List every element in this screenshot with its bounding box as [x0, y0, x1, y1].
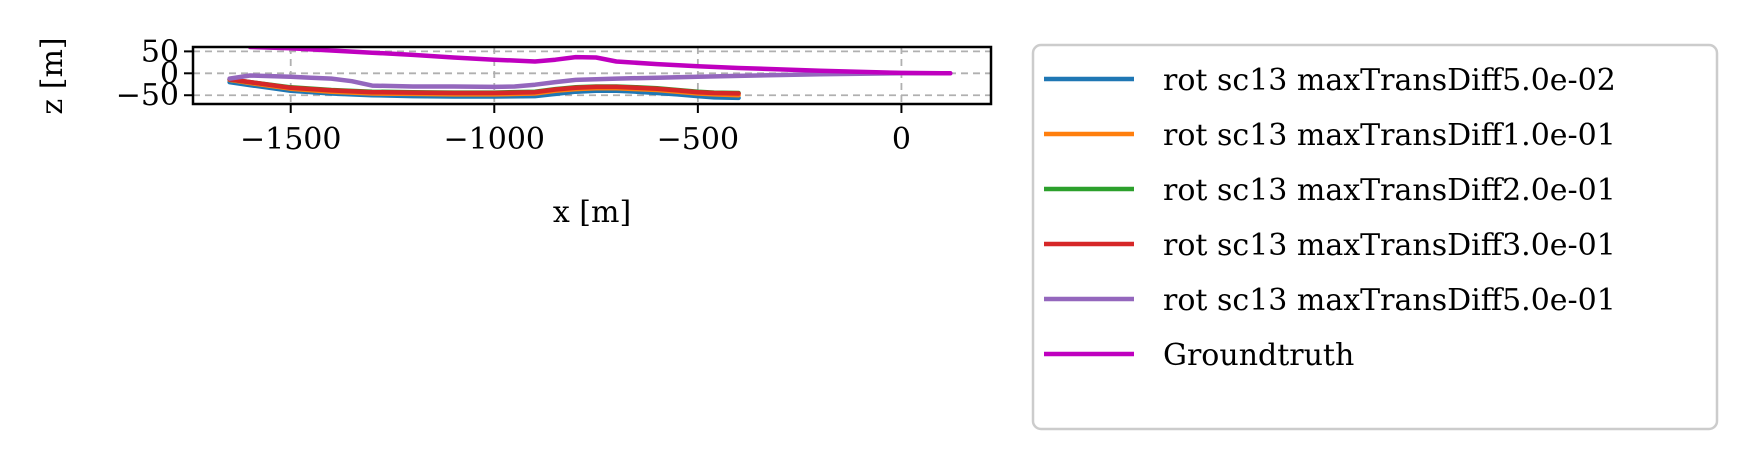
x-tick-label: 0 — [892, 122, 911, 157]
plot-lines — [227, 47, 953, 101]
legend-label: rot sc13 maxTransDiff2.0e-01 — [1163, 173, 1616, 208]
legend-label: rot sc13 maxTransDiff3.0e-01 — [1163, 228, 1616, 263]
y-tick-label: −50 — [116, 78, 179, 113]
x-axis-label: x [m] — [553, 195, 631, 230]
legend-label: rot sc13 maxTransDiff5.0e-01 — [1163, 283, 1616, 318]
y-tick-label: 0 — [160, 56, 179, 91]
series-line-5 — [247, 47, 953, 76]
legend-frame — [1031, 43, 1719, 431]
legend-label: rot sc13 maxTransDiff1.0e-01 — [1163, 118, 1616, 153]
x-tick-label: −1000 — [444, 122, 545, 157]
series-line-4 — [227, 71, 953, 90]
legend: rot sc13 maxTransDiff5.0e-02 rot sc13 max… — [1031, 43, 1719, 431]
series-line-3 — [227, 77, 741, 96]
y-tick-label: 50 — [141, 34, 179, 69]
x-tick-label: −1500 — [240, 122, 341, 157]
plot-frame — [191, 45, 993, 106]
x-axis: −1500 −1000 −500 0 — [240, 104, 911, 157]
y-axis-label: z [m] — [35, 37, 70, 114]
x-tick-label: −500 — [657, 122, 739, 157]
legend-label: Groundtruth — [1163, 338, 1354, 373]
legend-label: rot sc13 maxTransDiff5.0e-02 — [1163, 63, 1616, 98]
